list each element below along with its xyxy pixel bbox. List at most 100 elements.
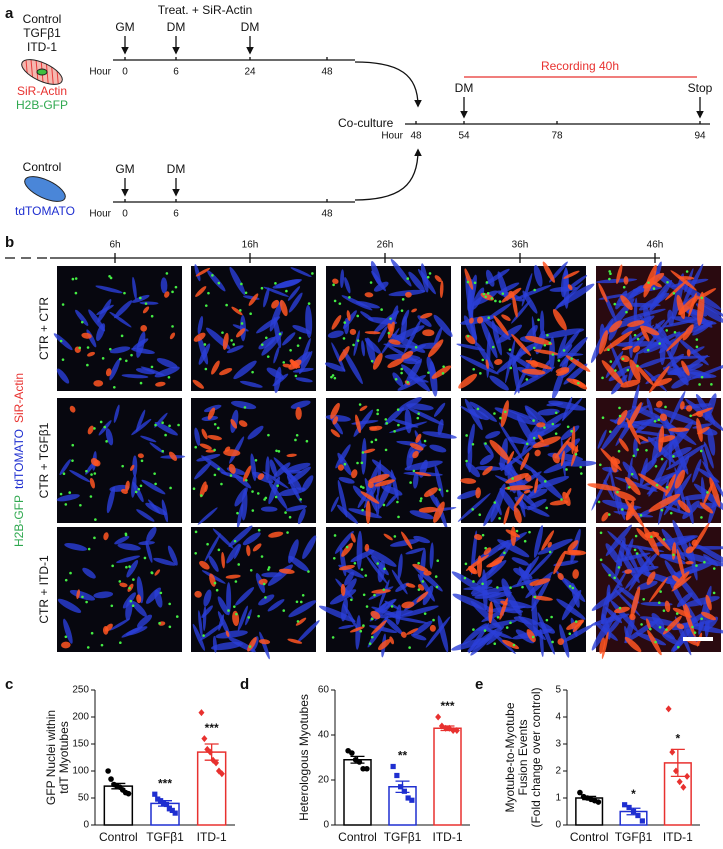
nucleus <box>545 618 549 622</box>
cell <box>489 375 509 391</box>
myotube <box>69 405 76 413</box>
nucleus <box>168 602 171 606</box>
cell <box>537 538 573 555</box>
nucleus <box>409 481 412 484</box>
nucleus <box>599 463 602 467</box>
nucleus <box>653 419 657 423</box>
cell <box>700 445 709 470</box>
nucleus <box>105 440 108 443</box>
nucleus <box>664 405 667 409</box>
nucleus <box>125 565 128 569</box>
time-label: 6h <box>109 240 120 251</box>
myotube <box>431 365 452 379</box>
myotube <box>401 351 414 360</box>
myotube <box>560 450 565 467</box>
nucleus <box>240 282 243 286</box>
time-label: 16h <box>242 240 259 251</box>
myotube <box>621 345 633 351</box>
hour-label: 78 <box>551 131 563 142</box>
cell <box>529 412 567 439</box>
cell <box>121 374 149 379</box>
cell <box>140 435 157 443</box>
cell <box>669 390 686 425</box>
nucleus <box>239 309 242 312</box>
nucleus <box>507 486 510 490</box>
myotube <box>102 626 109 635</box>
myotube <box>87 425 94 435</box>
nucleus <box>203 343 207 346</box>
myotube <box>483 547 492 555</box>
nucleus <box>200 494 203 497</box>
nucleus <box>342 337 346 340</box>
nucleus <box>256 492 260 495</box>
data-point <box>577 789 583 796</box>
myotube <box>204 484 208 492</box>
nucleus <box>665 329 669 332</box>
nucleus <box>562 349 566 352</box>
nucleus <box>427 371 430 374</box>
nucleus <box>266 355 270 358</box>
nucleus <box>215 588 219 592</box>
treatment-label: Treat. + SiR-Actin <box>158 3 253 17</box>
nucleus <box>599 558 603 562</box>
myotube <box>635 364 655 386</box>
cell <box>437 615 449 653</box>
nucleus <box>174 285 178 289</box>
cell <box>105 428 114 446</box>
nucleus <box>465 459 468 463</box>
nucleus <box>570 429 573 433</box>
nucleus <box>277 450 281 453</box>
nucleus <box>220 482 223 486</box>
cell <box>471 586 510 597</box>
cell <box>226 543 241 564</box>
myotube <box>567 284 573 291</box>
nucleus <box>628 485 631 489</box>
nucleus <box>296 620 300 623</box>
cell <box>64 543 88 551</box>
nucleus <box>370 617 374 621</box>
nucleus <box>532 419 535 422</box>
myotube <box>341 542 353 557</box>
nucleus <box>254 458 258 462</box>
data-point <box>172 810 178 816</box>
cell <box>365 548 397 567</box>
nucleus <box>121 464 124 468</box>
cell <box>275 279 301 289</box>
nucleus <box>376 562 380 565</box>
nucleus <box>373 593 376 597</box>
cell <box>355 614 361 650</box>
cell <box>353 330 360 357</box>
y-tick-label: 150 <box>72 739 89 750</box>
nucleus <box>164 433 167 437</box>
myotube <box>681 360 690 376</box>
cell <box>411 633 427 641</box>
nucleus <box>620 508 624 511</box>
nucleus <box>274 282 277 285</box>
cell <box>196 453 221 462</box>
cell <box>548 400 586 411</box>
nucleus <box>630 472 634 476</box>
myotube <box>205 449 216 453</box>
nucleus <box>700 617 703 621</box>
data-point <box>676 778 683 786</box>
myotube <box>709 477 721 508</box>
myotube <box>640 327 650 342</box>
myotube <box>599 637 606 654</box>
data-point <box>409 797 415 803</box>
cell <box>527 423 562 442</box>
nucleus <box>233 539 237 543</box>
hour-label: 48 <box>410 131 422 142</box>
nucleus <box>463 576 467 580</box>
cell <box>561 589 582 621</box>
nucleus <box>260 343 264 346</box>
y-tick-label: 100 <box>72 766 89 777</box>
cell <box>643 368 667 392</box>
cell <box>229 266 246 296</box>
nucleus <box>647 281 650 284</box>
nucleus <box>548 341 552 345</box>
cell <box>344 277 351 294</box>
cell <box>125 598 133 621</box>
myotube <box>406 628 419 635</box>
data-point <box>684 772 691 780</box>
cell <box>348 508 382 519</box>
